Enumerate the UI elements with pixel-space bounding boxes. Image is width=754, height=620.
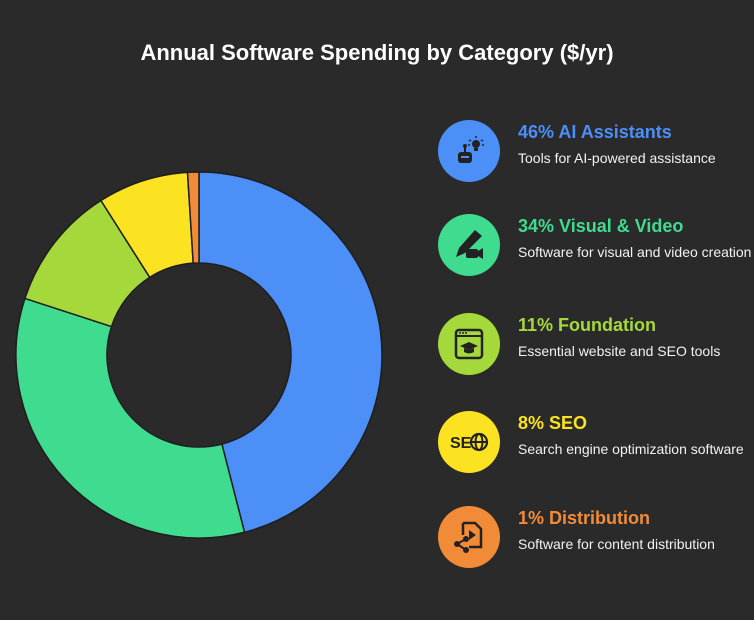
pen-video-camera-icon — [438, 214, 500, 276]
slice-ai-assistants — [198, 171, 383, 534]
legend-description: Search engine optimization software — [518, 441, 744, 457]
legend-label: 11% Foundation — [518, 315, 657, 335]
legend-label: 34% Visual & Video — [518, 216, 684, 236]
legend-label: 1% Distribution — [518, 508, 651, 528]
legend-description: Software for content distribution — [518, 536, 715, 552]
robot-lightbulb-icon — [438, 120, 500, 182]
chart-title: Annual Software Spending by Category ($/… — [140, 40, 614, 65]
svg-text:SE: SE — [450, 435, 472, 452]
legend-label: 46% AI Assistants — [518, 122, 672, 142]
slice-distribution — [186, 171, 200, 264]
share-file-icon — [438, 506, 500, 568]
legend-label: 8% SEO — [518, 413, 588, 433]
legend-description: Software for visual and video creation — [518, 244, 752, 260]
legend-description: Tools for AI-powered assistance — [518, 150, 716, 166]
donut-chart — [15, 171, 383, 539]
browser-graduation-cap-icon — [438, 313, 500, 375]
slice-visual-video — [15, 297, 246, 539]
legend-description: Essential website and SEO tools — [518, 343, 721, 359]
seo-globe-icon: SE — [438, 411, 500, 473]
